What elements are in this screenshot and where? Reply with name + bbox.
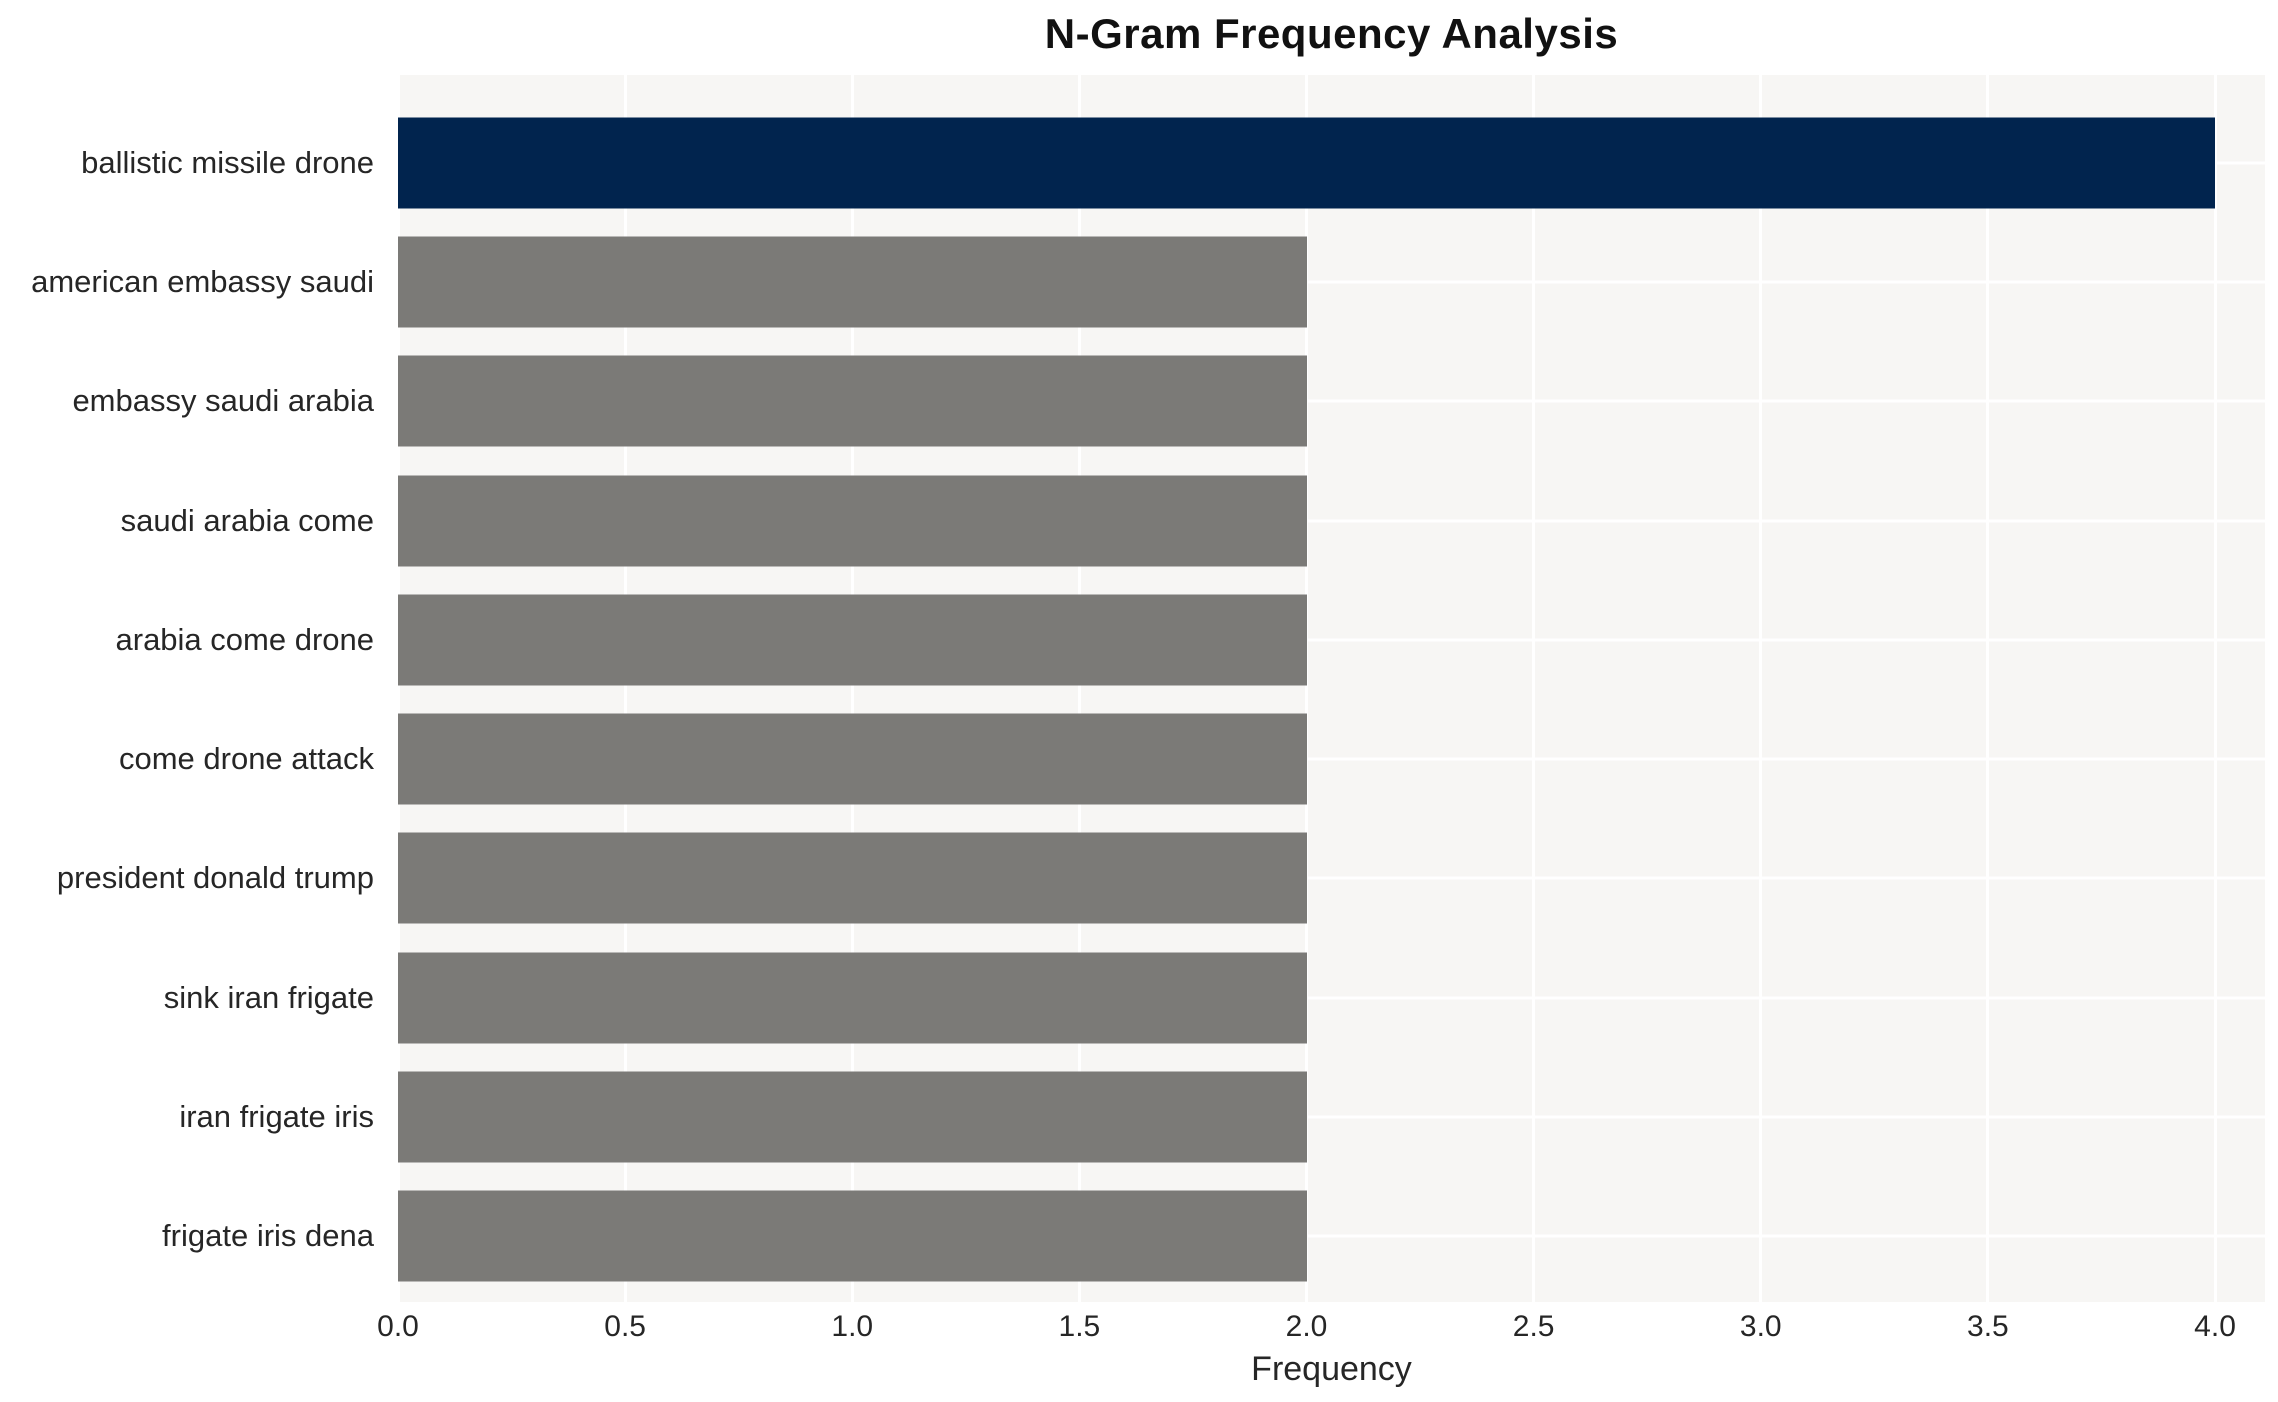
gridline-vertical xyxy=(623,75,627,1302)
bar-row xyxy=(398,938,2265,1057)
bar-row xyxy=(398,819,2265,938)
bar-row xyxy=(398,103,2265,222)
x-tick-label: 2.0 xyxy=(1285,1310,1328,1343)
bar-row xyxy=(398,222,2265,341)
x-tick-label: 1.5 xyxy=(1058,1310,1101,1343)
bar xyxy=(398,355,1307,447)
bar-row xyxy=(398,342,2265,461)
gridline-vertical xyxy=(1759,75,1763,1302)
bar xyxy=(398,832,1307,924)
bar xyxy=(398,1190,1307,1282)
gridline-vertical xyxy=(396,75,400,1302)
bar-row xyxy=(398,580,2265,699)
bar xyxy=(398,952,1307,1044)
x-tick-label: 3.0 xyxy=(1739,1310,1782,1343)
bar-row xyxy=(398,461,2265,580)
gridline-horizontal xyxy=(398,1234,2265,1238)
y-axis-label: embassy saudi arabia xyxy=(72,383,374,419)
x-tick-label: 0.5 xyxy=(604,1310,646,1343)
gridline-horizontal xyxy=(398,876,2265,880)
gridline-horizontal xyxy=(398,1115,2265,1119)
gridline-vertical xyxy=(1532,75,1536,1302)
bar xyxy=(398,475,1307,567)
y-axis-label: saudi arabia come xyxy=(120,502,374,538)
x-axis-ticks: 0.0 0.5 1.0 1.5 2.0 2.5 3.0 3.5 4.0 xyxy=(377,1310,2265,1350)
bar-row xyxy=(398,1177,2265,1296)
bar xyxy=(398,713,1307,805)
y-axis-label: ballistic missile drone xyxy=(81,144,374,180)
x-tick-label: 2.5 xyxy=(1512,1310,1555,1343)
y-axis-label: president donald trump xyxy=(56,860,374,896)
gridline-vertical xyxy=(1305,75,1309,1302)
gridline-horizontal xyxy=(398,638,2265,642)
bar-row xyxy=(398,1057,2265,1176)
plot-area xyxy=(396,75,2265,1302)
gridline-horizontal xyxy=(398,996,2265,1000)
y-axis-label: arabia come drone xyxy=(115,621,375,657)
gridline-vertical xyxy=(850,75,854,1302)
bar-row xyxy=(398,699,2265,818)
bar xyxy=(398,594,1307,686)
bar-rows xyxy=(398,75,2265,1302)
y-axis-label: iran frigate iris xyxy=(179,1099,374,1135)
gridline-horizontal xyxy=(398,757,2265,761)
bar xyxy=(398,1071,1307,1163)
gridline-vertical xyxy=(1077,75,1081,1302)
x-axis-title: Frequency xyxy=(1251,1350,1412,1388)
gridline-vertical xyxy=(1986,75,1990,1302)
x-tick-label: 3.5 xyxy=(1967,1310,2009,1343)
bar xyxy=(398,236,1307,328)
x-tick-label: 4.0 xyxy=(2194,1310,2236,1343)
y-axis-label: come drone attack xyxy=(118,741,374,777)
y-axis-labels: ballistic missile drone american embassy … xyxy=(0,75,386,1302)
gridline-horizontal xyxy=(398,519,2265,523)
y-axis-label: american embassy saudi xyxy=(31,263,374,299)
y-axis-label: sink iran frigate xyxy=(163,979,374,1015)
bar xyxy=(398,117,2216,209)
x-tick-label: 1.0 xyxy=(831,1310,874,1343)
chart-title: N-Gram Frequency Analysis xyxy=(1044,10,1619,57)
gridline-horizontal xyxy=(398,280,2265,284)
gridline-vertical xyxy=(2213,75,2217,1302)
y-axis-label: frigate iris dena xyxy=(162,1218,374,1254)
gridline-horizontal xyxy=(398,399,2265,403)
x-tick-label: 0.0 xyxy=(377,1310,419,1343)
